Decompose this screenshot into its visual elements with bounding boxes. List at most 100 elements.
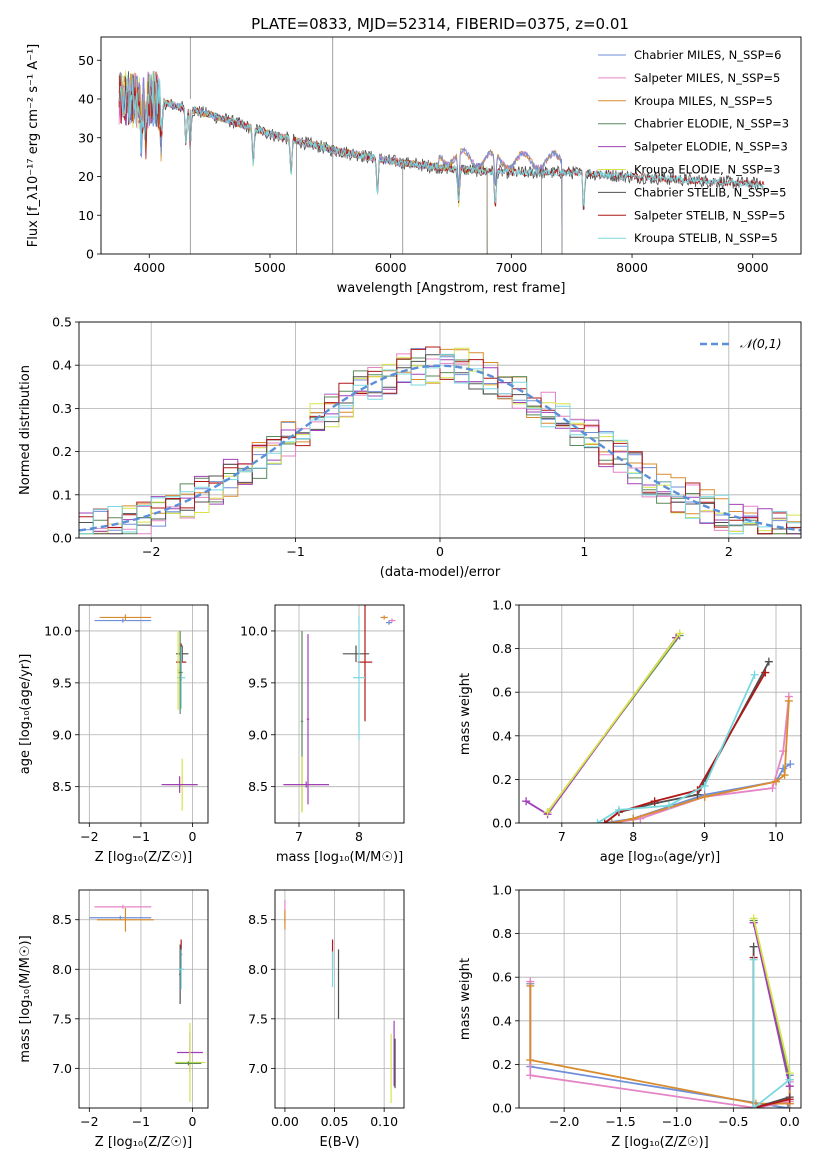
y-tick-label: 9.0: [248, 727, 268, 742]
mass-weight-marker: [785, 1075, 794, 1084]
errorbar-point: [357, 605, 373, 722]
histogram-8: [79, 353, 801, 535]
chart-residuals: −2 −1 0 1 2 0.0 0.1 0.2 0.3 0.4 0.5 (data-model)/er…: [18, 315, 802, 580]
mass-weight-marker: [526, 1056, 535, 1065]
y-tick-label: 10.0: [44, 623, 72, 638]
x-tick-label: −1: [132, 1114, 150, 1129]
legend-label: Kroupa MILES, N_SSP=5: [634, 94, 773, 108]
mass-weight-marker: [772, 777, 781, 786]
legend-label: Salpeter MILES, N_SSP=5: [634, 71, 780, 85]
x-axis-label: Z [log₁₀(Z/Z☉)]: [95, 1135, 192, 1150]
y-tick-label: 50: [78, 53, 94, 68]
y-tick-label: 10.0: [240, 623, 268, 638]
mass-weight-line-4: [752, 922, 791, 1087]
x-axis-label: age [log₁₀(age/yr)]: [600, 850, 721, 865]
x-tick-label: −0.5: [718, 1114, 748, 1129]
x-axis-label: mass [log₁₀(M/M☉)]: [276, 850, 403, 865]
x-tick-label: −2: [142, 544, 160, 559]
mass-weight-marker: [750, 670, 759, 679]
errorbar-point: [386, 620, 392, 625]
y-tick-label: 1.0: [492, 598, 512, 613]
mass-weight-marker: [650, 797, 659, 806]
errorbar-point: [174, 1022, 206, 1103]
errorbar-point: [89, 915, 152, 920]
y-tick-label: 1.0: [492, 883, 512, 898]
spectrum-line-1: [118, 71, 563, 254]
x-axis-label: E(B-V): [319, 1135, 359, 1150]
x-tick-label: 8: [629, 829, 637, 844]
errorbar-point: [283, 781, 329, 788]
errorbar-point: [177, 630, 180, 710]
y-tick-label: 0.6: [492, 685, 512, 700]
mass-weight-marker: [785, 1095, 794, 1104]
x-tick-label: 2: [725, 544, 733, 559]
axes-frame: [78, 889, 209, 1109]
errorbar-point: [97, 907, 154, 932]
y-tick-label: 0: [86, 247, 94, 262]
y-tick-label: 0.4: [492, 1013, 512, 1028]
chart-spectrum: 4000 5000 6000 7000 8000 9000 0 10 20 30 40 50 wavel…: [26, 36, 802, 296]
plot-area: [79, 605, 208, 823]
plot-area: [519, 605, 801, 823]
plot-area: [79, 890, 208, 1108]
mass-weight-marker: [526, 981, 535, 990]
mass-weight-marker: [526, 1071, 535, 1080]
y-tick-label: 9.5: [52, 675, 72, 690]
mass-weight-line-2: [611, 700, 790, 823]
y-tick-label: 7.0: [52, 1061, 72, 1076]
mass-weight-marker: [700, 781, 709, 790]
mass-weight-marker: [664, 801, 673, 810]
legend: 𝒩(0,1): [700, 336, 782, 351]
y-tick-label: 8.0: [52, 962, 72, 977]
y-tick-label: 20: [78, 169, 94, 184]
mass-weight-marker: [607, 819, 616, 823]
x-tick-label: 7000: [495, 260, 527, 275]
y-axis-label: age [log₁₀(age/yr)]: [18, 654, 33, 775]
mass-weight-marker: [700, 792, 709, 801]
mass-weight-marker: [780, 771, 789, 780]
mass-weight-marker: [761, 668, 770, 677]
y-tick-label: 0.2: [492, 772, 512, 787]
mass-weight-marker: [749, 942, 758, 951]
y-tick-label: 0.4: [492, 728, 512, 743]
x-tick-label: 4000: [133, 260, 165, 275]
axes-frame: [274, 604, 405, 824]
x-tick-label: 7: [558, 829, 566, 844]
errorbar-point: [99, 614, 152, 621]
x-tick-label: 8: [355, 829, 363, 844]
axes-frame: [274, 889, 405, 1109]
errorbar-point: [380, 615, 388, 620]
mass-weight-line-2: [529, 985, 791, 1105]
histogram-2: [79, 348, 801, 535]
mass-weight-marker: [629, 814, 638, 823]
legend-label: Salpeter ELODIE, N_SSP=3: [634, 140, 788, 154]
axes-frame: [78, 321, 802, 539]
mass-weight-line-1: [529, 981, 791, 1108]
x-tick-label: 8000: [616, 260, 648, 275]
errorbar-point: [175, 1061, 202, 1066]
plot-area: [519, 890, 801, 1108]
errorbar-point: [306, 634, 310, 805]
plot-area: [275, 890, 404, 1108]
mass-weight-line-1: [611, 696, 790, 823]
x-tick-label: 0.05: [321, 1114, 349, 1129]
mass-weight-line-6: [604, 661, 770, 823]
chart-age-vs-Z: −2 −1 0 8.5 9.0 9.5 10.0 Z [log₁₀(Z/Z☉)] age [lo…: [18, 604, 209, 865]
errorbar-point: [353, 615, 365, 740]
mass-weight-marker: [675, 629, 684, 638]
y-axis-label: Normed distribution: [18, 365, 33, 495]
errorbar-point: [161, 776, 198, 793]
plot-area: [275, 605, 404, 823]
chart-mass-weight-vs-age: 7 8 9 10 0.0 0.2 0.4 0.6 0.8 1.0 age [log₁₀(age/yr…: [458, 598, 802, 865]
mass-weight-line-4: [525, 637, 677, 816]
chart-age-vs-mass: 7 8 8.5 9.0 9.5 10.0 mass [log₁₀(M/M☉)]: [240, 604, 405, 865]
y-tick-label: 8.0: [248, 962, 268, 977]
x-tick-label: 0.00: [271, 1114, 299, 1129]
mass-weight-line-7: [752, 957, 790, 1108]
mass-weight-marker: [543, 808, 552, 817]
axes-frame: [100, 36, 802, 255]
x-axis-label: (data-model)/error: [380, 565, 501, 580]
y-axis-label: Flux [f_λ10⁻¹⁷ erg cm⁻² s⁻¹ A⁻¹]: [26, 44, 41, 248]
spectrum-line-5: [118, 70, 488, 254]
mass-weight-line-5: [752, 918, 791, 1074]
